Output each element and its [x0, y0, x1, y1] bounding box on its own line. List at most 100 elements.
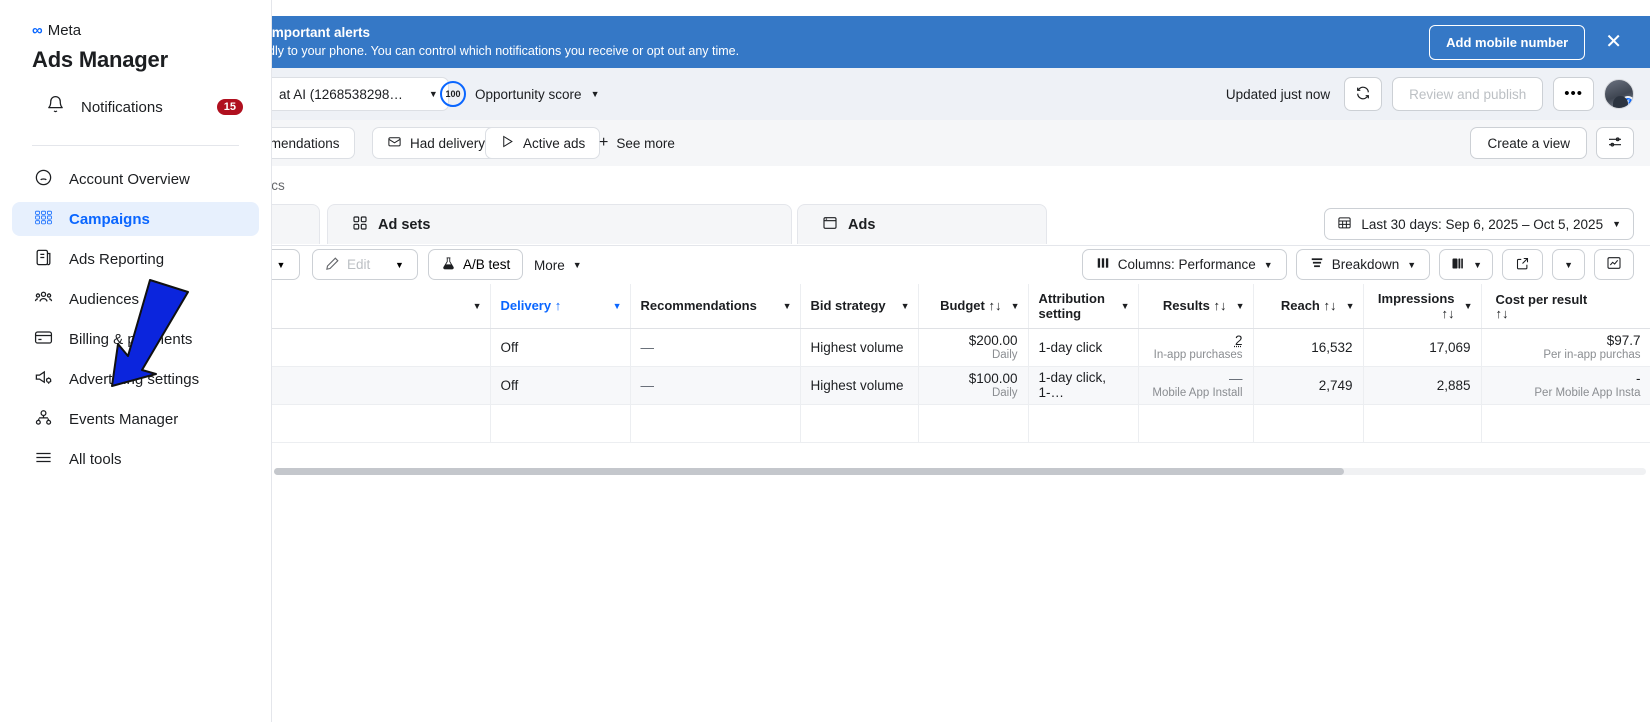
chevron-down-icon[interactable]: ▼	[472, 300, 482, 311]
account-selector[interactable]: 5 at AI (1268538298… ▼	[245, 77, 449, 111]
chevron-down-icon: ▼	[1263, 259, 1273, 270]
budget-value: $100.00	[968, 371, 1018, 386]
megaphone-gear-icon	[34, 368, 53, 391]
chevron-down-icon: ▼	[572, 260, 582, 270]
cell-summary-bid	[800, 404, 919, 443]
columns-button[interactable]: Columns: Performance ▼	[1081, 249, 1287, 280]
scrollbar-thumb[interactable]	[274, 468, 1344, 475]
export-button[interactable]	[1502, 249, 1544, 280]
chevron-down-icon: ▼	[428, 89, 438, 99]
chevron-down-icon: ▼	[395, 259, 404, 270]
filter-chip-active-ads[interactable]: Active ads	[485, 127, 601, 159]
facebook-badge-icon: f	[1621, 96, 1633, 108]
breakdown-button[interactable]: Breakdown ▼	[1295, 249, 1431, 280]
sidebar-divider	[32, 145, 239, 146]
chevron-down-icon[interactable]: ▼	[900, 300, 910, 311]
tab-ads[interactable]: Ads	[797, 204, 1047, 244]
sort-indicator: ↑↓	[988, 298, 1002, 314]
results-sub: In-app purchases	[1153, 349, 1243, 361]
cell-campaign-name[interactable]: alls_US_26/9/25	[272, 366, 491, 405]
sort-indicator: ↑↓	[1441, 305, 1455, 321]
cell-campaign-name[interactable]: e_US_23/9/25	[272, 328, 491, 367]
export-dropdown-button[interactable]: ▼	[1552, 249, 1585, 280]
pencil-icon	[325, 256, 340, 274]
sidebar-item-label: Events Manager	[69, 410, 179, 428]
col-header-recommendations[interactable]: Recommendations ▼	[630, 284, 801, 329]
action-toolbar: ▼ Edit ▼	[262, 246, 1650, 284]
close-icon[interactable]: ✕	[1605, 31, 1622, 53]
refresh-button[interactable]	[1344, 77, 1383, 111]
chevron-down-icon[interactable]: ▼	[782, 300, 792, 311]
cell-cost-per-result: - Per Mobile App Insta	[1481, 366, 1650, 405]
recommendation-dash: —	[640, 377, 655, 393]
edit-dropdown-button[interactable]: ▼	[382, 249, 418, 280]
col-header-cost-per-result[interactable]: Cost per result ↑↓	[1481, 284, 1650, 329]
col-header-attribution-setting[interactable]: Attribution setting ▼	[1028, 284, 1139, 329]
col-header-delivery[interactable]: Delivery ↑ ▼	[490, 284, 631, 329]
ellipsis-icon: •••	[1564, 85, 1583, 102]
table-row[interactable]: e_US_23/9/25 Off — Highest volume $200.0…	[272, 328, 1650, 367]
date-range-selector[interactable]: Last 30 days: Sep 6, 2025 – Oct 5, 2025 …	[1324, 208, 1634, 240]
col-header-bid-strategy[interactable]: Bid strategy ▼	[800, 284, 919, 329]
opportunity-score[interactable]: 100 Opportunity score ▼	[440, 68, 599, 120]
chevron-down-icon[interactable]: ▼	[1120, 300, 1130, 311]
view-settings-button[interactable]	[1596, 127, 1634, 159]
create-a-view-button[interactable]: Create a view	[1470, 127, 1587, 159]
filter-chip-had-delivery[interactable]: Had delivery	[372, 127, 501, 159]
add-mobile-number-button[interactable]: Add mobile number	[1429, 24, 1586, 60]
col-label: Impressions	[1377, 290, 1455, 306]
sidebar-item-campaigns[interactable]: Campaigns	[12, 202, 259, 236]
cell-summary-attribution	[1028, 404, 1139, 443]
budget-sub: Daily	[991, 349, 1018, 361]
results-value[interactable]: 2	[1234, 333, 1243, 348]
charts-button[interactable]	[1594, 249, 1634, 280]
sidebar-item-label: Audiences	[69, 290, 140, 308]
app-title: Ads Manager	[32, 47, 168, 72]
more-actions-button[interactable]: More ▼	[524, 249, 592, 281]
col-header-impressions[interactable]: Impressions ↑↓ ▼	[1363, 284, 1482, 329]
sidebar-item-events-manager[interactable]: Events Manager	[12, 402, 259, 436]
col-header-name[interactable]: ▼	[272, 284, 491, 329]
budget-value: $200.00	[968, 333, 1018, 348]
sidebar-item-advertising-settings[interactable]: Advertising settings	[12, 362, 259, 396]
sidebar-item-account-overview[interactable]: Account Overview	[12, 162, 259, 196]
sidebar-item-label: Campaigns	[69, 210, 150, 228]
tab-ad-sets[interactable]: Ad sets	[327, 204, 792, 244]
chevron-down-icon[interactable]: ▼	[1235, 300, 1245, 311]
main-content: important alerts dly to your phone. You …	[140, 0, 1650, 722]
ab-test-button[interactable]: A/B test	[428, 249, 524, 280]
avatar[interactable]: f	[1604, 79, 1634, 109]
chevron-down-icon: ▼	[1612, 219, 1621, 229]
sidebar-item-billing-payments[interactable]: Billing & payments	[12, 322, 259, 356]
chevron-down-icon[interactable]: ▼	[1010, 300, 1020, 311]
col-header-budget[interactable]: Budget ↑↓ ▼	[918, 284, 1029, 329]
events-icon	[34, 408, 53, 431]
review-and-publish-button[interactable]: Review and publish	[1392, 77, 1544, 111]
columns-label: Columns: Performance	[1117, 257, 1256, 272]
filter-chip-label: Had delivery	[410, 135, 486, 151]
more-options-button[interactable]: •••	[1553, 77, 1594, 111]
sidebar-item-all-tools[interactable]: All tools	[12, 442, 259, 476]
breakdown-label: Breakdown	[1331, 257, 1400, 272]
more-label: More	[534, 257, 565, 273]
chevron-down-icon[interactable]: ▼	[1345, 300, 1355, 311]
table-row[interactable]: alls_US_26/9/25 Off — Highest volume $10…	[272, 366, 1650, 405]
sidebar-item-notifications[interactable]: Notifications 15	[12, 81, 259, 133]
cost-value: $97.7	[1606, 333, 1641, 348]
banner-text: important alerts dly to your phone. You …	[268, 25, 739, 59]
account-name: at AI (1268538298…	[279, 86, 403, 102]
sidebar-item-audiences[interactable]: Audiences	[12, 282, 259, 316]
reports-button[interactable]: ▼	[1439, 249, 1494, 280]
table-horizontal-scrollbar[interactable]	[272, 466, 1650, 476]
reports-icon	[1450, 256, 1465, 274]
chevron-down-icon[interactable]: ▼	[1463, 300, 1473, 311]
see-more-button[interactable]: + See more	[589, 127, 685, 159]
cell-attribution: 1-day click, 1-…	[1028, 366, 1139, 405]
col-header-reach[interactable]: Reach ↑↓ ▼	[1253, 284, 1364, 329]
col-header-results[interactable]: Results ↑↓ ▼	[1138, 284, 1254, 329]
chevron-down-icon[interactable]: ▼	[612, 300, 622, 311]
sidebar-item-ads-reporting[interactable]: Ads Reporting	[12, 242, 259, 276]
budget-sub: Daily	[991, 387, 1018, 399]
edit-button[interactable]: Edit	[312, 249, 384, 280]
